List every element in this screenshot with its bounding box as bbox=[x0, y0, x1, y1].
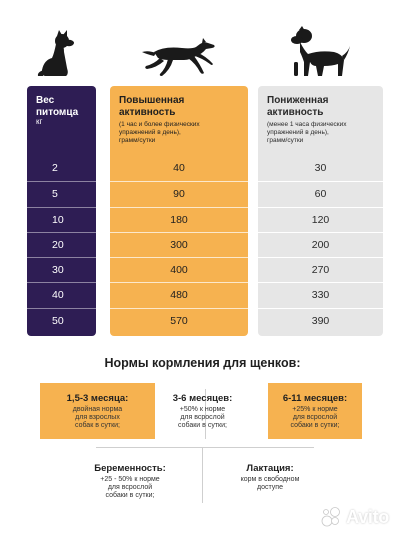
divider bbox=[202, 447, 203, 503]
low-activity-column: Пониженная активность (менее 1 часа физи… bbox=[258, 86, 383, 336]
high-activity-note: (1 час и более физических упражнений в д… bbox=[119, 121, 200, 144]
weight-header: Вес питомца кг bbox=[27, 86, 96, 148]
puppy-section-title: Нормы кормления для щенков: bbox=[104, 356, 301, 370]
high-activity-cell: 90 bbox=[110, 181, 248, 206]
weight-cell: 2 bbox=[52, 162, 58, 174]
high-activity-cell: 40 bbox=[173, 162, 185, 174]
high-activity-cell: 400 bbox=[110, 257, 248, 282]
low-activity-cell: 120 bbox=[258, 206, 383, 232]
puppy-norm-title: Лактация: bbox=[246, 463, 294, 474]
high-activity-cell: 480 bbox=[110, 282, 248, 307]
puppy-norm-text: +25% к норме для всрослой собаки в сутки… bbox=[290, 406, 340, 429]
divider bbox=[96, 447, 314, 448]
watermark-text: Avito bbox=[346, 506, 389, 527]
avito-logo-icon bbox=[321, 507, 341, 527]
pregnancy-norm: Беременность: +25 - 50% к норме для всро… bbox=[60, 455, 200, 505]
puppy-norm-1-5-3-months: 1,5-3 месяца: двойная норма для взрослых… bbox=[40, 383, 155, 439]
weight-column: Вес питомца кг 2 5 10 20 30 40 50 bbox=[27, 86, 96, 336]
high-activity-cell: 570 bbox=[110, 307, 248, 333]
weight-cell: 30 bbox=[27, 257, 96, 282]
low-activity-cell: 330 bbox=[258, 282, 383, 307]
puppy-norms-grid: 1,5-3 месяца: двойная норма для взрослых… bbox=[0, 381, 405, 511]
weight-cell: 10 bbox=[27, 206, 96, 232]
low-activity-rows: 30 60 120 200 270 330 390 bbox=[258, 156, 383, 333]
high-activity-cell: 180 bbox=[110, 206, 248, 232]
puppy-norm-text: двойная норма для взрослых собак в сутки… bbox=[72, 406, 123, 429]
weight-unit: кг bbox=[36, 117, 43, 126]
puppy-norm-text: +25 - 50% к норме для всрослой собаки в … bbox=[100, 476, 160, 499]
low-activity-header: Пониженная активность (менее 1 часа физи… bbox=[258, 86, 383, 148]
low-activity-cell: 390 bbox=[258, 307, 383, 333]
puppy-norm-title: 6-11 месяцев: bbox=[282, 393, 348, 404]
low-activity-note: (менее 1 часа физических упражнений в де… bbox=[267, 121, 347, 144]
puppy-norm-title: 1,5-3 месяца: bbox=[66, 393, 129, 404]
puppy-norm-text: корм в свободном доступе bbox=[240, 476, 300, 491]
puppy-norm-text: +50% к норме для всрослой собаки в сутки… bbox=[178, 406, 227, 429]
low-activity-cell: 270 bbox=[258, 257, 383, 282]
running-dog-icon bbox=[140, 38, 218, 78]
lactation-norm: Лактация: корм в свободном доступе bbox=[205, 455, 335, 505]
weight-cell: 20 bbox=[27, 231, 96, 257]
weight-cell: 40 bbox=[27, 282, 96, 307]
sitting-dog-icon bbox=[36, 30, 78, 78]
weight-rows: 2 5 10 20 30 40 50 bbox=[27, 156, 96, 333]
high-activity-header: Повышенная активность (1 час и более физ… bbox=[110, 86, 248, 148]
puppy-norm-title: Беременность: bbox=[94, 463, 166, 474]
high-activity-column: Повышенная активность (1 час и более физ… bbox=[110, 86, 248, 336]
low-activity-cell: 60 bbox=[258, 181, 383, 206]
weight-title: Вес питомца bbox=[36, 95, 79, 118]
puppy-norm-6-11-months: 6-11 месяцев: +25% к норме для всрослой … bbox=[268, 383, 362, 439]
weight-cell: 50 bbox=[27, 307, 96, 333]
divider bbox=[205, 389, 206, 439]
high-activity-cell: 300 bbox=[110, 231, 248, 257]
low-activity-cell: 200 bbox=[258, 231, 383, 257]
avito-watermark: Avito bbox=[320, 506, 389, 528]
puppy-norm-3-6-months: 3-6 месяцев: +50% к норме для всрослой с… bbox=[155, 383, 250, 439]
puppy-norm-title: 3-6 месяцев: bbox=[172, 393, 233, 404]
high-activity-rows: 40 90 180 300 400 480 570 bbox=[110, 156, 248, 333]
large-dog-icon bbox=[284, 26, 350, 78]
low-activity-cell: 30 bbox=[314, 162, 327, 174]
low-activity-title: Пониженная активность bbox=[267, 95, 329, 118]
weight-cell: 5 bbox=[27, 181, 96, 206]
high-activity-title: Повышенная активность bbox=[119, 95, 185, 118]
